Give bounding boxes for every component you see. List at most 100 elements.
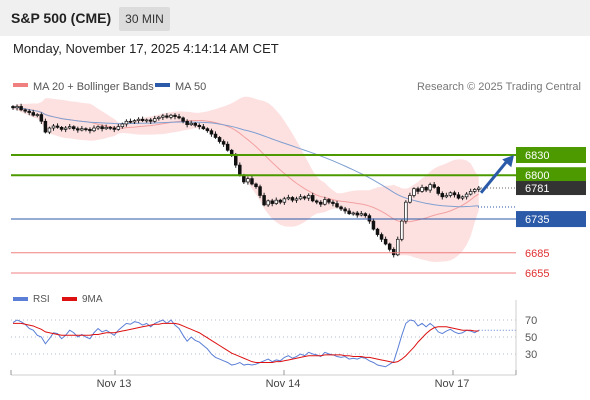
candle bbox=[173, 113, 177, 120]
level-label: 6800 bbox=[525, 170, 549, 182]
candle bbox=[302, 195, 307, 201]
rsi-tick-label: 50 bbox=[525, 332, 537, 344]
candle bbox=[221, 139, 226, 147]
rsi-ma-legend-label: 9MA bbox=[82, 294, 103, 305]
candle bbox=[67, 123, 72, 130]
candle bbox=[359, 210, 364, 217]
candle bbox=[92, 125, 96, 133]
candle bbox=[310, 192, 315, 203]
instrument-title: S&P 500 (CME) bbox=[11, 10, 112, 26]
candle bbox=[205, 127, 210, 133]
level-6781: 6781 bbox=[478, 181, 586, 196]
candle bbox=[27, 109, 31, 116]
candle bbox=[55, 123, 60, 129]
candle bbox=[416, 186, 420, 195]
x-tick-label: Nov 14 bbox=[266, 378, 301, 390]
price-plot bbox=[11, 96, 481, 262]
candle bbox=[59, 126, 64, 132]
candle bbox=[464, 192, 469, 200]
level-6735: 6735 bbox=[11, 211, 586, 228]
x-tick-label: Nov 13 bbox=[97, 378, 132, 390]
rsi-tick-label: 70 bbox=[525, 315, 537, 327]
x-axis: Nov 13 Nov 14 Nov 17 bbox=[10, 370, 517, 390]
candle bbox=[100, 124, 104, 132]
candle bbox=[112, 126, 116, 133]
candle bbox=[197, 123, 202, 130]
candle bbox=[258, 184, 262, 199]
candle bbox=[213, 131, 218, 139]
candle bbox=[286, 194, 291, 201]
candle bbox=[404, 200, 408, 224]
rsi-tick-label: 30 bbox=[525, 349, 537, 361]
candle bbox=[144, 118, 149, 123]
level-label: 6655 bbox=[525, 268, 549, 280]
candle bbox=[262, 192, 266, 207]
candle bbox=[335, 200, 339, 209]
candle bbox=[47, 126, 52, 135]
candle bbox=[254, 182, 258, 189]
x-tick-label: Nov 17 bbox=[435, 378, 470, 390]
rsi-line bbox=[12, 319, 480, 368]
candle bbox=[19, 103, 23, 112]
level-6655: 6655 bbox=[11, 268, 549, 280]
bollinger-band-area bbox=[13, 96, 479, 262]
candle bbox=[319, 200, 323, 207]
candle bbox=[440, 191, 445, 200]
candle bbox=[448, 191, 453, 198]
candle bbox=[436, 186, 441, 196]
candle bbox=[128, 118, 133, 124]
timeframe-button[interactable]: 30 MIN bbox=[119, 7, 170, 31]
timestamp: Monday, November 17, 2025 4:14:14 AM CET bbox=[13, 41, 279, 56]
candle bbox=[412, 187, 416, 198]
candle bbox=[400, 219, 404, 242]
candle bbox=[35, 113, 40, 118]
candle bbox=[209, 128, 214, 137]
candle bbox=[355, 210, 360, 218]
candle bbox=[278, 198, 283, 205]
rsi-legend-label: RSI bbox=[33, 294, 50, 305]
candle bbox=[11, 105, 15, 110]
candle bbox=[201, 123, 206, 131]
candle bbox=[331, 200, 335, 207]
candle bbox=[246, 176, 250, 185]
rsi-plot: 70 50 30 bbox=[11, 315, 537, 368]
candle bbox=[76, 126, 80, 133]
candle bbox=[270, 198, 274, 207]
candle bbox=[15, 104, 19, 111]
candle bbox=[298, 194, 303, 201]
candle bbox=[375, 227, 380, 237]
candle bbox=[452, 190, 457, 198]
level-6830: 6830 bbox=[11, 147, 586, 163]
header-bar bbox=[0, 0, 590, 36]
candle bbox=[339, 205, 343, 211]
level-label: 6685 bbox=[525, 248, 549, 260]
rsi-ma-legend-swatch bbox=[62, 297, 77, 301]
candle bbox=[282, 196, 287, 205]
candle bbox=[108, 126, 112, 131]
candle bbox=[157, 115, 161, 121]
ma50-legend-label: MA 50 bbox=[175, 81, 206, 93]
candle bbox=[266, 199, 270, 207]
candle bbox=[225, 141, 230, 152]
candle bbox=[71, 125, 76, 131]
candle bbox=[323, 196, 327, 206]
candle bbox=[456, 192, 461, 200]
candle bbox=[472, 188, 477, 194]
candle bbox=[387, 242, 392, 252]
candle bbox=[51, 123, 56, 131]
candle bbox=[43, 118, 48, 134]
rsi-legend-swatch bbox=[13, 297, 28, 301]
candle bbox=[217, 136, 222, 144]
candle bbox=[371, 218, 376, 231]
candle bbox=[31, 109, 36, 117]
level-label: 6781 bbox=[525, 183, 549, 195]
candle bbox=[153, 115, 157, 123]
candle bbox=[177, 113, 181, 120]
candle bbox=[343, 206, 347, 214]
candle bbox=[424, 186, 428, 193]
level-6685: 6685 bbox=[11, 248, 549, 260]
candle bbox=[88, 127, 92, 134]
candle bbox=[165, 113, 169, 119]
